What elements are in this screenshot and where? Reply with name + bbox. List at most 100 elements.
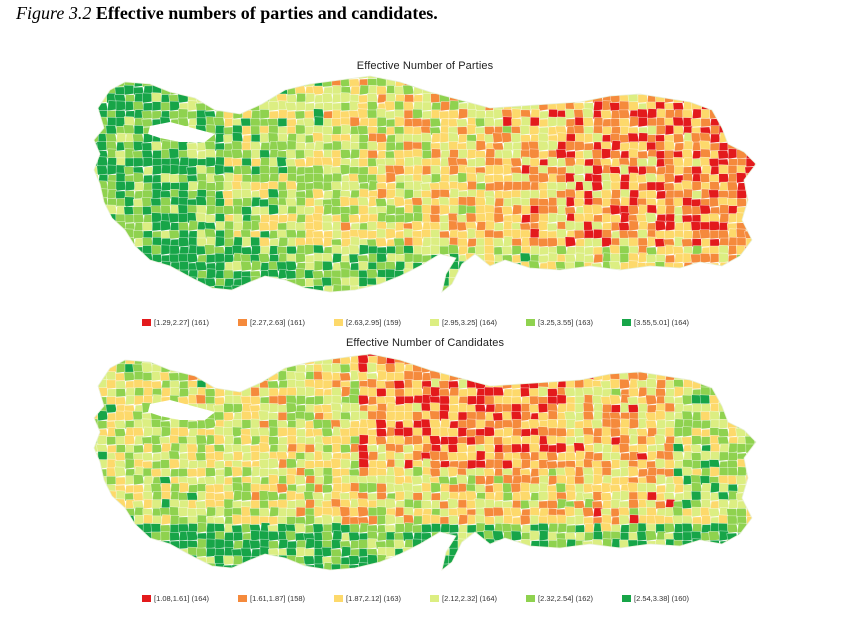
district — [647, 548, 658, 558]
district — [546, 451, 559, 462]
district — [602, 538, 613, 550]
district — [529, 579, 540, 588]
district — [492, 355, 505, 366]
district — [538, 581, 549, 588]
district — [170, 572, 180, 581]
district — [115, 516, 127, 526]
district — [546, 362, 559, 374]
district — [268, 436, 280, 446]
district — [286, 427, 298, 438]
district — [529, 562, 541, 570]
district — [323, 580, 333, 588]
district — [143, 571, 153, 581]
district — [672, 564, 685, 570]
district — [376, 428, 388, 438]
district — [412, 524, 424, 534]
district — [115, 555, 127, 566]
district — [681, 436, 694, 446]
district — [384, 564, 397, 570]
district — [700, 362, 712, 374]
district — [197, 580, 207, 588]
district — [764, 484, 774, 493]
district — [241, 563, 253, 570]
district — [484, 426, 496, 438]
figure-caption-text: Effective numbers of parties and candida… — [95, 3, 438, 23]
district — [106, 379, 118, 390]
district — [169, 354, 181, 366]
district — [755, 484, 756, 494]
district — [645, 482, 658, 494]
district — [645, 420, 658, 430]
legend-item: [2.27,2.63] (161) — [238, 318, 322, 327]
district — [682, 554, 694, 566]
district — [449, 356, 460, 366]
district — [726, 354, 739, 358]
district — [611, 581, 621, 588]
district — [169, 554, 181, 566]
district — [222, 354, 235, 366]
district — [465, 364, 478, 374]
district — [213, 411, 226, 422]
district — [476, 354, 487, 358]
district — [709, 540, 721, 550]
district — [258, 364, 271, 374]
district — [485, 581, 495, 588]
district — [484, 371, 496, 382]
district — [88, 572, 99, 581]
district — [286, 555, 298, 566]
district — [557, 419, 568, 430]
district — [348, 564, 361, 570]
district — [754, 555, 756, 566]
district — [403, 468, 415, 478]
district — [719, 355, 730, 366]
district — [385, 556, 397, 566]
legend-item: [2.95,3.25] (164) — [430, 318, 514, 327]
district — [80, 404, 90, 413]
district — [115, 539, 127, 550]
district — [295, 580, 306, 588]
district — [573, 364, 586, 374]
district — [179, 363, 190, 374]
district — [97, 491, 109, 502]
district — [519, 514, 532, 526]
district — [719, 556, 730, 566]
district — [94, 474, 100, 486]
district — [151, 580, 162, 588]
district — [294, 523, 307, 534]
district — [222, 354, 235, 358]
district — [592, 362, 604, 374]
legend-label: [1.87,2.12] (163) — [346, 594, 402, 603]
district — [403, 370, 415, 382]
district — [386, 572, 396, 581]
district — [160, 546, 172, 558]
district — [322, 444, 334, 454]
district — [107, 354, 118, 358]
legend-item: [1.08,1.61] (164) — [142, 594, 226, 603]
district — [456, 452, 469, 462]
district — [385, 411, 397, 422]
district — [295, 418, 307, 430]
district — [673, 354, 685, 358]
district — [170, 354, 181, 358]
district — [196, 547, 208, 558]
district — [197, 371, 208, 382]
district — [223, 498, 235, 510]
district — [593, 579, 603, 588]
district — [141, 547, 154, 558]
district — [656, 484, 667, 494]
district — [107, 556, 118, 566]
district — [699, 354, 712, 358]
district — [611, 556, 622, 566]
district — [744, 459, 756, 470]
district — [341, 572, 351, 581]
district — [475, 411, 487, 422]
district — [430, 354, 442, 358]
district — [726, 412, 739, 422]
district — [583, 434, 595, 446]
district — [457, 564, 469, 570]
choropleth-map-candidates — [80, 353, 774, 588]
district — [421, 539, 433, 550]
district — [718, 354, 730, 358]
district — [188, 571, 198, 581]
district — [296, 428, 307, 438]
